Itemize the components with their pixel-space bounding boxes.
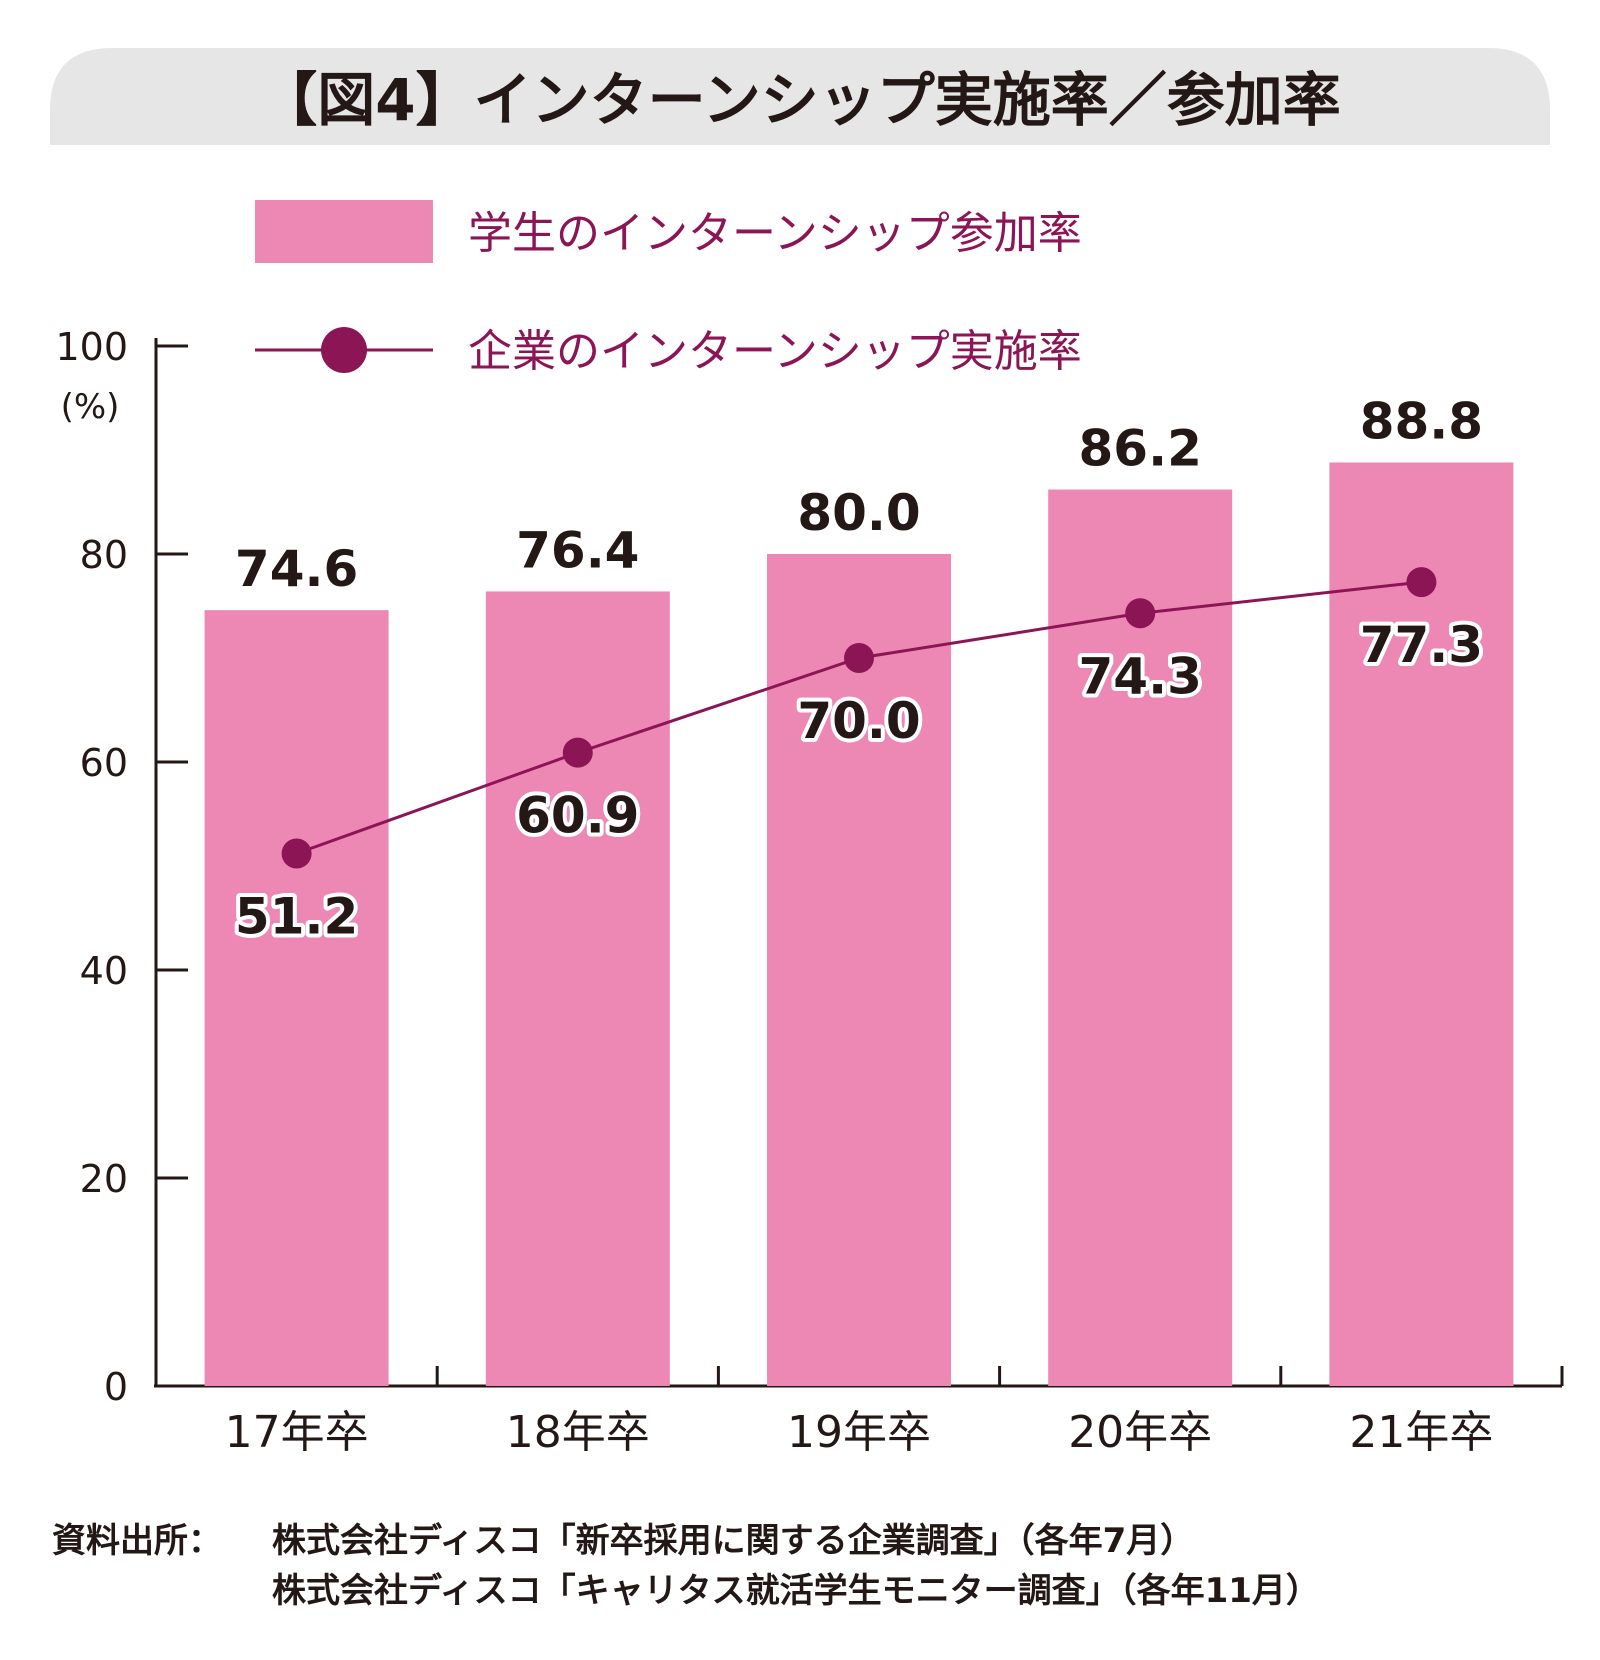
title-banner: [50, 48, 1550, 145]
x-tick-label: 17年卒: [225, 1407, 369, 1458]
legend-line-label: 企業のインターンシップ実施率: [468, 326, 1082, 377]
line-point: [1125, 598, 1156, 629]
bar: [1329, 462, 1514, 1387]
line-value-label: 77.3: [1360, 616, 1483, 674]
chart-title: 【図4】インターンシップ実施率／参加率: [259, 66, 1340, 134]
line-value-label: 60.9: [516, 787, 639, 845]
x-tick-label: 21年卒: [1349, 1407, 1493, 1458]
legend-line-marker: [321, 327, 367, 373]
bar: [767, 554, 951, 1386]
line-point: [1406, 567, 1437, 598]
bar: [1048, 489, 1233, 1386]
y-axis-unit: (%): [61, 387, 120, 427]
labels: 74.6 76.4 80.0 86.2 88.8 51.2 60.9 70.0 74.3 77.3: [231, 392, 1487, 949]
bar-value-label: 86.2: [1079, 420, 1202, 478]
x-tick-label: 20年卒: [1068, 1407, 1212, 1458]
source-label: 資料出所：: [52, 1521, 222, 1561]
legend: 学生のインターンシップ参加率 企業のインターンシップ実施率: [255, 200, 1082, 377]
line-point: [281, 838, 312, 869]
line-value-label: 51.2: [235, 888, 358, 946]
bars: [204, 462, 1514, 1387]
y-tick-label: 60: [80, 741, 128, 785]
y-tick-label: 100: [55, 325, 128, 369]
x-tick-label: 18年卒: [506, 1407, 650, 1458]
line-point: [844, 643, 874, 673]
series-line: [281, 567, 1437, 869]
y-tick-label: 20: [80, 1157, 128, 1201]
bar-value-label: 80.0: [797, 484, 920, 542]
y-axis: (%) 0 20 40 60 80 100: [55, 325, 188, 1409]
source-line-2: 株式会社ディスコ「キャリタス就活学生モニター調査」（各年11月）: [272, 1571, 1320, 1611]
source-line-1: 株式会社ディスコ「新卒採用に関する企業調査」（各年7月）: [272, 1521, 1194, 1561]
x-tick-label: 19年卒: [787, 1407, 931, 1458]
bar-value-label: 76.4: [516, 521, 639, 579]
y-tick-label: 0: [104, 1365, 128, 1409]
legend-bar-label: 学生のインターンシップ参加率: [468, 208, 1082, 259]
bar-value-label: 88.8: [1360, 392, 1483, 450]
bar-value-label: 74.6: [235, 540, 358, 598]
y-tick-label: 40: [80, 949, 128, 993]
y-tick-label: 80: [80, 533, 128, 577]
line-value-label: 70.0: [797, 692, 920, 750]
bar: [485, 591, 670, 1386]
bar: [204, 610, 389, 1386]
legend-bar-swatch: [255, 200, 433, 263]
line-value-label: 74.3: [1079, 647, 1202, 705]
source-note: 資料出所： 株式会社ディスコ「新卒採用に関する企業調査」（各年7月） 株式会社デ…: [52, 1521, 1320, 1611]
line-point: [562, 737, 593, 768]
